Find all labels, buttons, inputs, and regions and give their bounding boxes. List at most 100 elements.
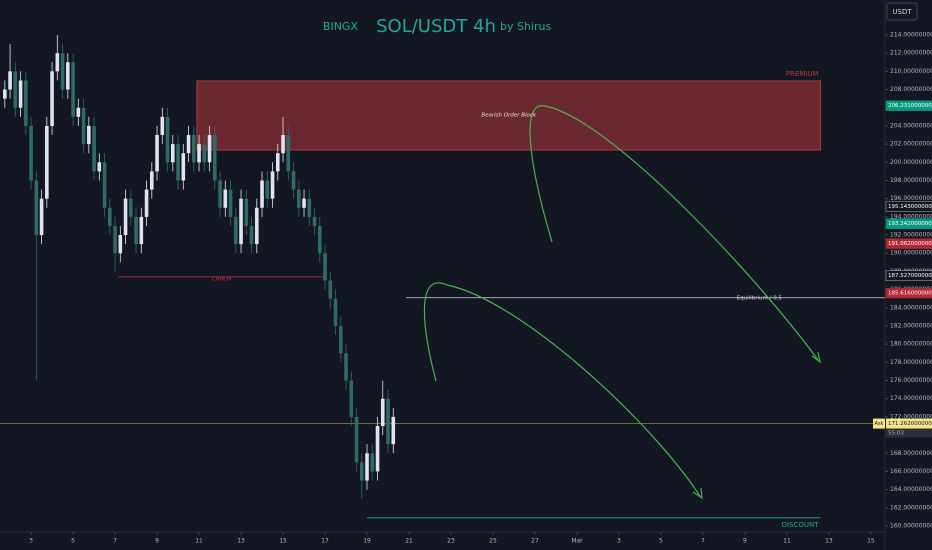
x-tick-label: 15: [279, 538, 287, 545]
candle-body: [291, 171, 296, 190]
candle-body: [165, 116, 170, 163]
y-tick-label: 174.0000000000: [890, 395, 932, 402]
y-tick-label: 164.0000000000: [890, 486, 932, 493]
price-label: 185.6160000000: [888, 291, 932, 297]
y-tick-label: 210.0000000000: [890, 68, 932, 75]
candle-body: [307, 198, 312, 217]
author: by Shirus: [500, 20, 551, 33]
x-tick-label: 11: [195, 538, 203, 545]
candle-body: [275, 153, 280, 172]
candle-body: [171, 144, 175, 163]
x-tick-label: 23: [447, 538, 455, 545]
price-label: 187.5270000000: [888, 273, 932, 279]
x-tick-label: 5: [659, 538, 663, 545]
arrow-head: [692, 487, 703, 500]
candle-body: [233, 216, 238, 245]
candle-body: [265, 180, 270, 199]
candle-body: [281, 135, 285, 154]
x-tick-label: 21: [405, 538, 413, 545]
candle-body: [39, 198, 44, 236]
candle-body: [380, 398, 385, 426]
candle-body: [34, 180, 39, 236]
candle-body: [60, 53, 65, 90]
price-label-box: [885, 270, 932, 281]
candle-body: [129, 198, 133, 217]
candle-body: [102, 162, 107, 208]
y-tick-label: 192.0000000000: [890, 232, 932, 239]
y-tick-label: 196.0000000000: [890, 195, 932, 202]
candle-body: [3, 89, 7, 99]
price-label-box: [885, 100, 932, 111]
candle-body: [212, 135, 217, 181]
candle-body: [239, 198, 243, 245]
candle-body: [254, 207, 259, 245]
candle-body: [150, 171, 154, 190]
candle-body: [92, 125, 96, 172]
candle-body: [365, 453, 369, 481]
y-tick-label: 182.0000000000: [890, 322, 932, 329]
candle-body: [18, 80, 23, 108]
y-tick-label: 184.0000000000: [890, 304, 932, 311]
level-label: CHoCH: [212, 276, 231, 282]
candle-body: [197, 144, 201, 163]
candle-body: [97, 162, 102, 172]
candle-body: [155, 135, 159, 172]
y-tick-label: 178.0000000000: [890, 359, 932, 366]
candle-body: [113, 225, 117, 254]
candle-body: [296, 189, 301, 208]
x-tick-label: 25: [489, 538, 497, 545]
currency-box: [886, 2, 918, 21]
candle-body: [375, 425, 380, 472]
x-tick-label: 13: [825, 538, 833, 545]
price-label: 193.2420000000: [888, 221, 932, 227]
x-tick-label: 11: [783, 538, 791, 545]
y-tick-label: 166.0000000000: [890, 468, 932, 475]
ask-price: 171.2620000000: [888, 421, 932, 427]
x-tick-label: 13: [237, 538, 245, 545]
price-label-box: [885, 287, 932, 299]
candle-body: [228, 189, 233, 217]
price-label-box: [885, 218, 932, 229]
candle-body: [45, 125, 49, 199]
currency: USDT: [892, 8, 912, 16]
candle-body: [386, 398, 390, 445]
candle-body: [323, 253, 327, 281]
candle-body: [328, 280, 333, 299]
x-tick-label: 3: [617, 538, 621, 545]
ask-tag: Ask: [875, 421, 884, 427]
price-label: 195.1430000000: [888, 204, 932, 210]
candle-body: [71, 62, 75, 117]
y-tick-label: 194.0000000000: [890, 213, 932, 220]
projection-arrow: [529, 105, 819, 361]
y-tick-label: 212.0000000000: [890, 50, 932, 57]
candle-body: [176, 144, 180, 181]
countdown: 55:03: [888, 431, 904, 437]
candle-body: [349, 380, 354, 417]
x-tick-label: 15: [867, 538, 875, 545]
x-tick-label: 5: [71, 538, 75, 545]
candle-body: [144, 189, 149, 217]
order-block: [196, 80, 822, 151]
y-tick-label: 202.0000000000: [890, 141, 932, 148]
ask-box: [886, 418, 932, 429]
x-tick-label: 3: [29, 538, 33, 545]
candle-body: [181, 153, 186, 181]
candle-body: [207, 135, 212, 163]
candle-body: [244, 198, 249, 226]
candle-body: [286, 135, 291, 172]
y-tick-label: 162.0000000000: [890, 504, 932, 511]
x-tick-label: 9: [155, 538, 159, 545]
candle-body: [359, 462, 364, 481]
candle-body: [202, 144, 207, 163]
ask-tag-box: [873, 418, 885, 429]
candle-body: [76, 107, 81, 117]
price-label-box: [885, 238, 932, 249]
candle-body: [13, 71, 18, 108]
y-tick-label: 160.0000000000: [890, 522, 932, 529]
candle-body: [123, 198, 128, 236]
x-tick-label: 9: [743, 538, 747, 545]
candle-body: [338, 325, 343, 354]
plot: [0, 35, 885, 519]
y-tick-label: 172.0000000000: [890, 413, 932, 420]
level-label: Equilibrium / 0.5: [737, 295, 783, 301]
